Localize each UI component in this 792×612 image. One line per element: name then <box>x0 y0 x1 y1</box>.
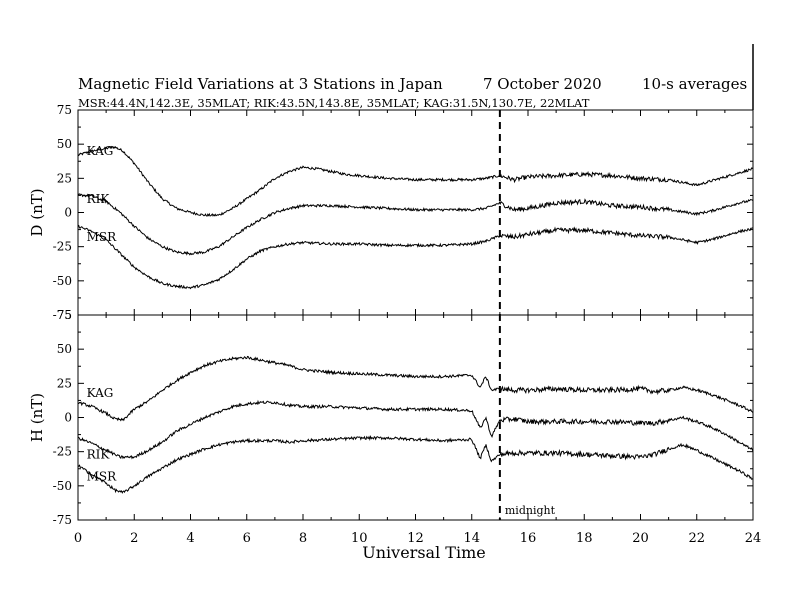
x-tick-label: 18 <box>576 531 593 546</box>
x-tick-label: 24 <box>745 531 762 546</box>
series-line-D-kag <box>77 145 754 217</box>
x-tick-label: 22 <box>688 531 705 546</box>
y-tick-label-D: -50 <box>53 274 72 288</box>
x-tick-label: 4 <box>186 531 194 546</box>
y-tick-label-D: 50 <box>57 137 72 151</box>
chart-date: 7 October 2020 <box>483 75 602 93</box>
y-tick-label-H: 0 <box>64 411 72 425</box>
x-tick-label: 2 <box>130 531 138 546</box>
series-label-D-kag: KAG <box>87 144 114 158</box>
y-tick-label-D: 75 <box>57 103 72 117</box>
series-line-D-msr <box>77 224 754 290</box>
series-label-H-msr: MSR <box>87 469 118 483</box>
y-tick-label-H: -25 <box>53 445 72 459</box>
x-tick-label: 6 <box>243 531 251 546</box>
series-line-H-kag <box>77 355 754 422</box>
x-tick-label: 14 <box>463 531 480 546</box>
series-label-H-kag: KAG <box>87 386 114 400</box>
series-label-D-msr: MSR <box>87 230 118 244</box>
y-tick-label-H: 25 <box>57 376 72 390</box>
series-line-H-rik <box>77 399 754 460</box>
panel-frame-D <box>77 109 754 316</box>
x-tick-label: 16 <box>520 531 537 546</box>
y-tick-label-D: -25 <box>53 240 72 254</box>
x-tick-label: 8 <box>299 531 307 546</box>
y-tick-label-H: 75 <box>57 308 72 322</box>
stations-info: MSR:44.4N,142.3E, 35MLAT; RIK:43.5N,143.… <box>78 96 590 110</box>
y-tick-label-H: -50 <box>53 479 72 493</box>
midnight-label: midnight <box>505 504 556 517</box>
y-tick-label-H: 50 <box>57 342 72 356</box>
x-tick-label: 0 <box>74 531 82 546</box>
panels: 75 50 25 0 -25 -50 -75 D (nT) KAG RIK MSR 75 50 25 0 -2… <box>28 103 761 546</box>
x-tick-label: 10 <box>351 531 368 546</box>
series-line-H-msr <box>77 434 754 494</box>
panel-frame-H <box>77 314 754 521</box>
chart-title: Magnetic Field Variations at 3 Stations … <box>78 75 443 93</box>
y-tick-label-D: -75 <box>53 308 72 322</box>
chart-averaging: 10-s averages <box>642 75 747 93</box>
series-label-H-rik: RIK <box>87 447 111 461</box>
x-tick-label: 20 <box>632 531 649 546</box>
series-line-D-rik <box>77 193 754 256</box>
x-tick-label: 12 <box>407 531 424 546</box>
y-axis-label-H: H (nT) <box>28 393 46 442</box>
series-label-D-rik: RIK <box>87 192 111 206</box>
y-tick-label-D: 25 <box>57 171 72 185</box>
y-axis-label-D: D (nT) <box>28 188 46 236</box>
y-tick-label-D: 0 <box>64 206 72 220</box>
x-axis-label: Universal Time <box>362 543 485 562</box>
y-tick-label-H: -75 <box>53 513 72 527</box>
